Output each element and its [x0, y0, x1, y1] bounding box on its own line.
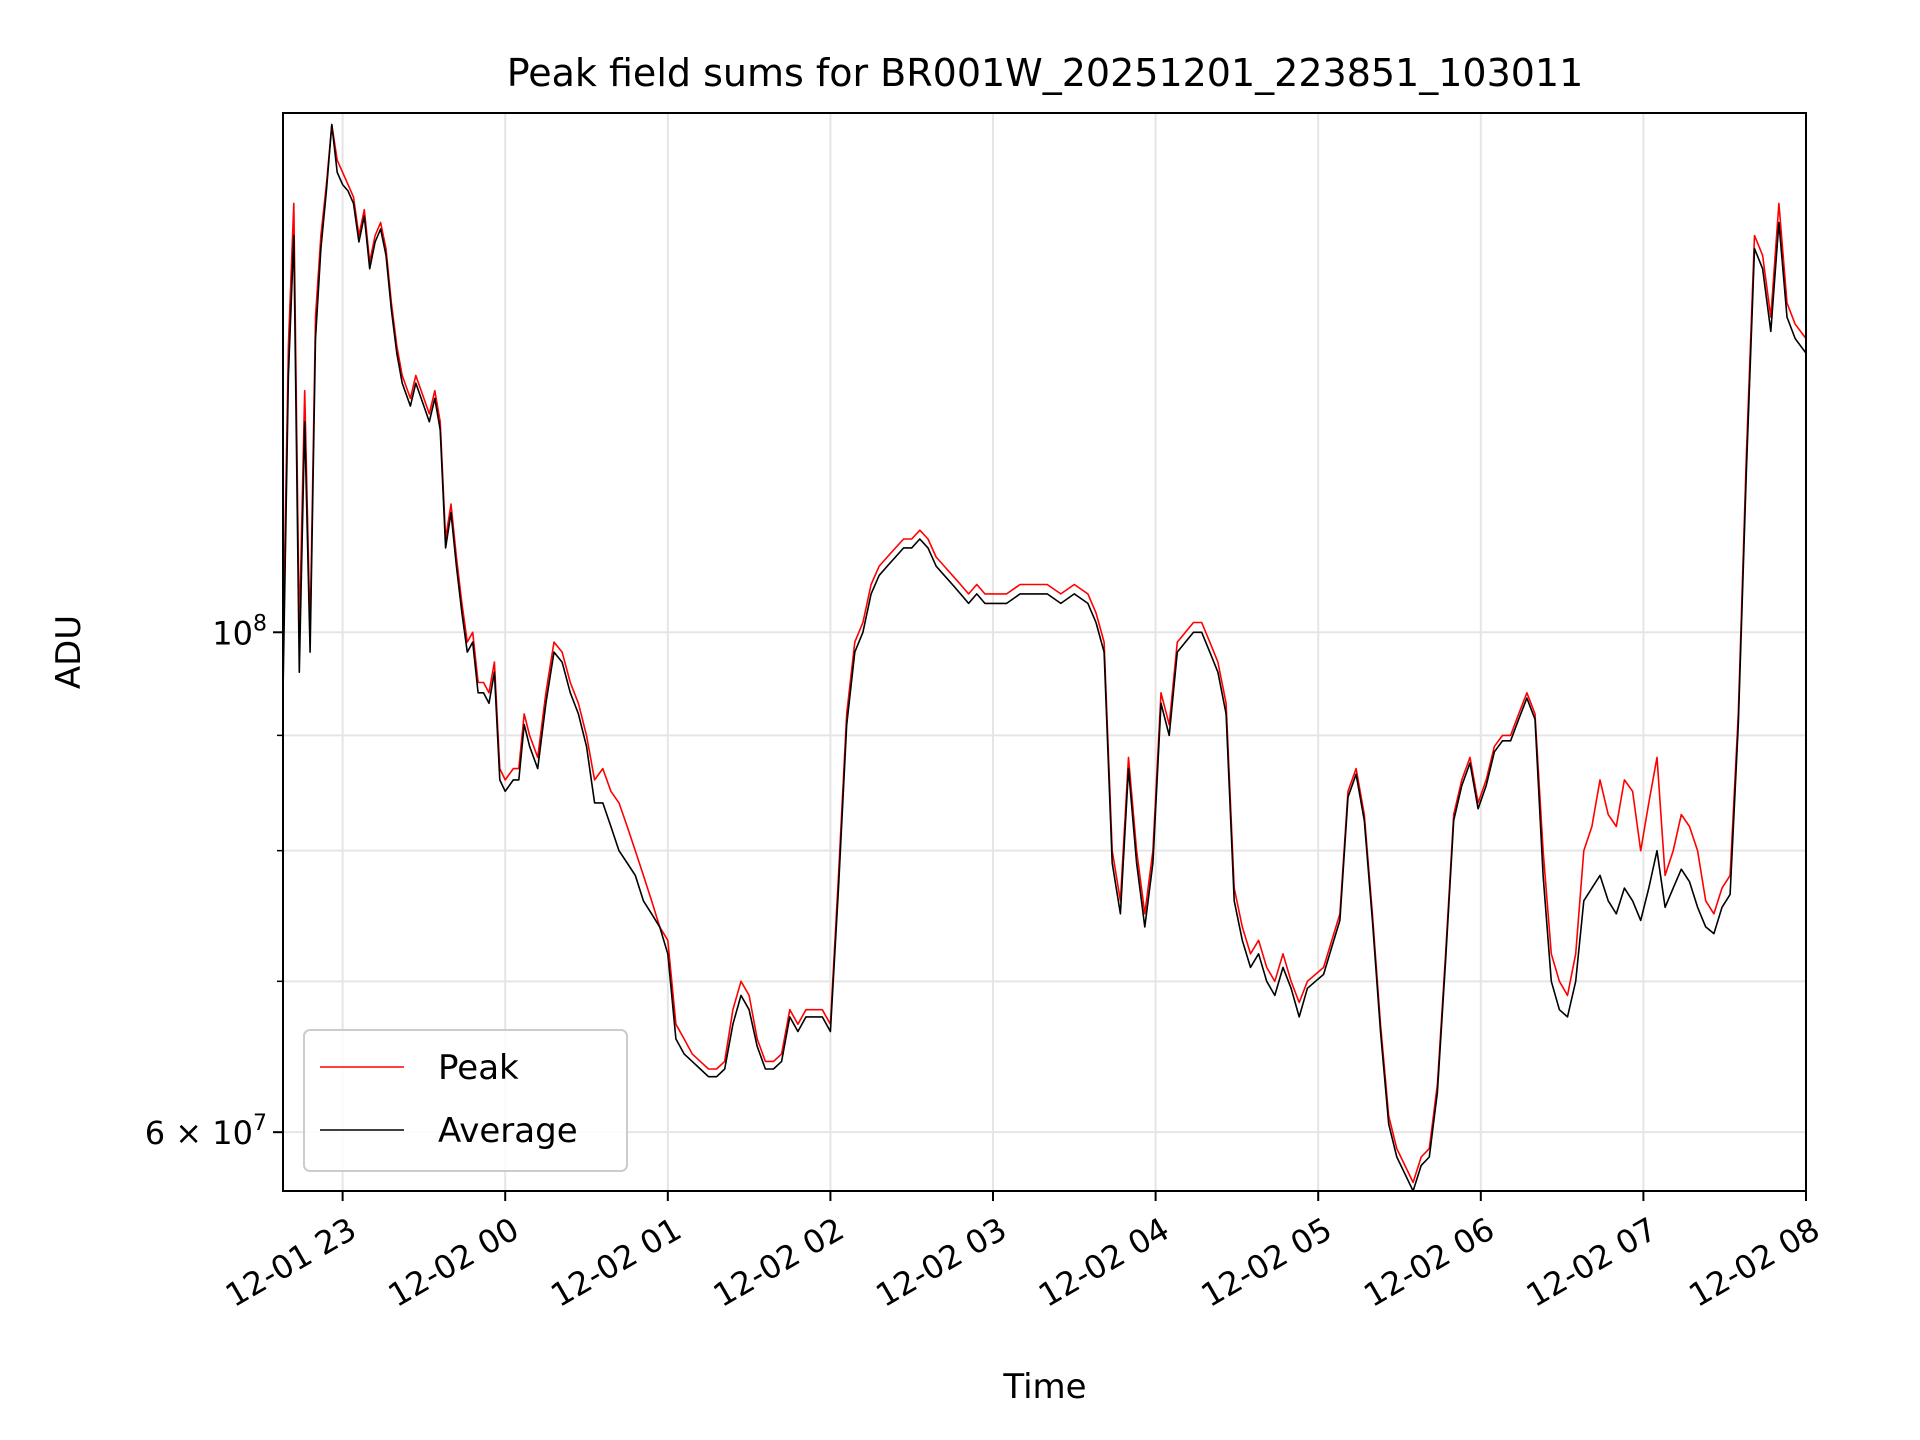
x-axis-label: Time: [1002, 1367, 1086, 1407]
series-lines: [283, 123, 1806, 1191]
plot-frame: [282, 112, 1807, 1192]
chart-title: Peak field sums for BR001W_20251201_2238…: [507, 51, 1584, 95]
y-axis-ticks: 6 × 107 108: [145, 611, 283, 1152]
y-axis-label: ADU: [49, 615, 89, 689]
y-tick-label: 108: [212, 611, 267, 652]
y-tick-label: 6 × 107: [145, 1111, 267, 1152]
legend: Peak Average: [303, 1029, 628, 1172]
series-line-average: [283, 123, 1806, 1191]
legend-label-average: Average: [438, 1111, 578, 1151]
legend-box: [303, 1029, 628, 1172]
legend-label-peak: Peak: [438, 1048, 519, 1088]
